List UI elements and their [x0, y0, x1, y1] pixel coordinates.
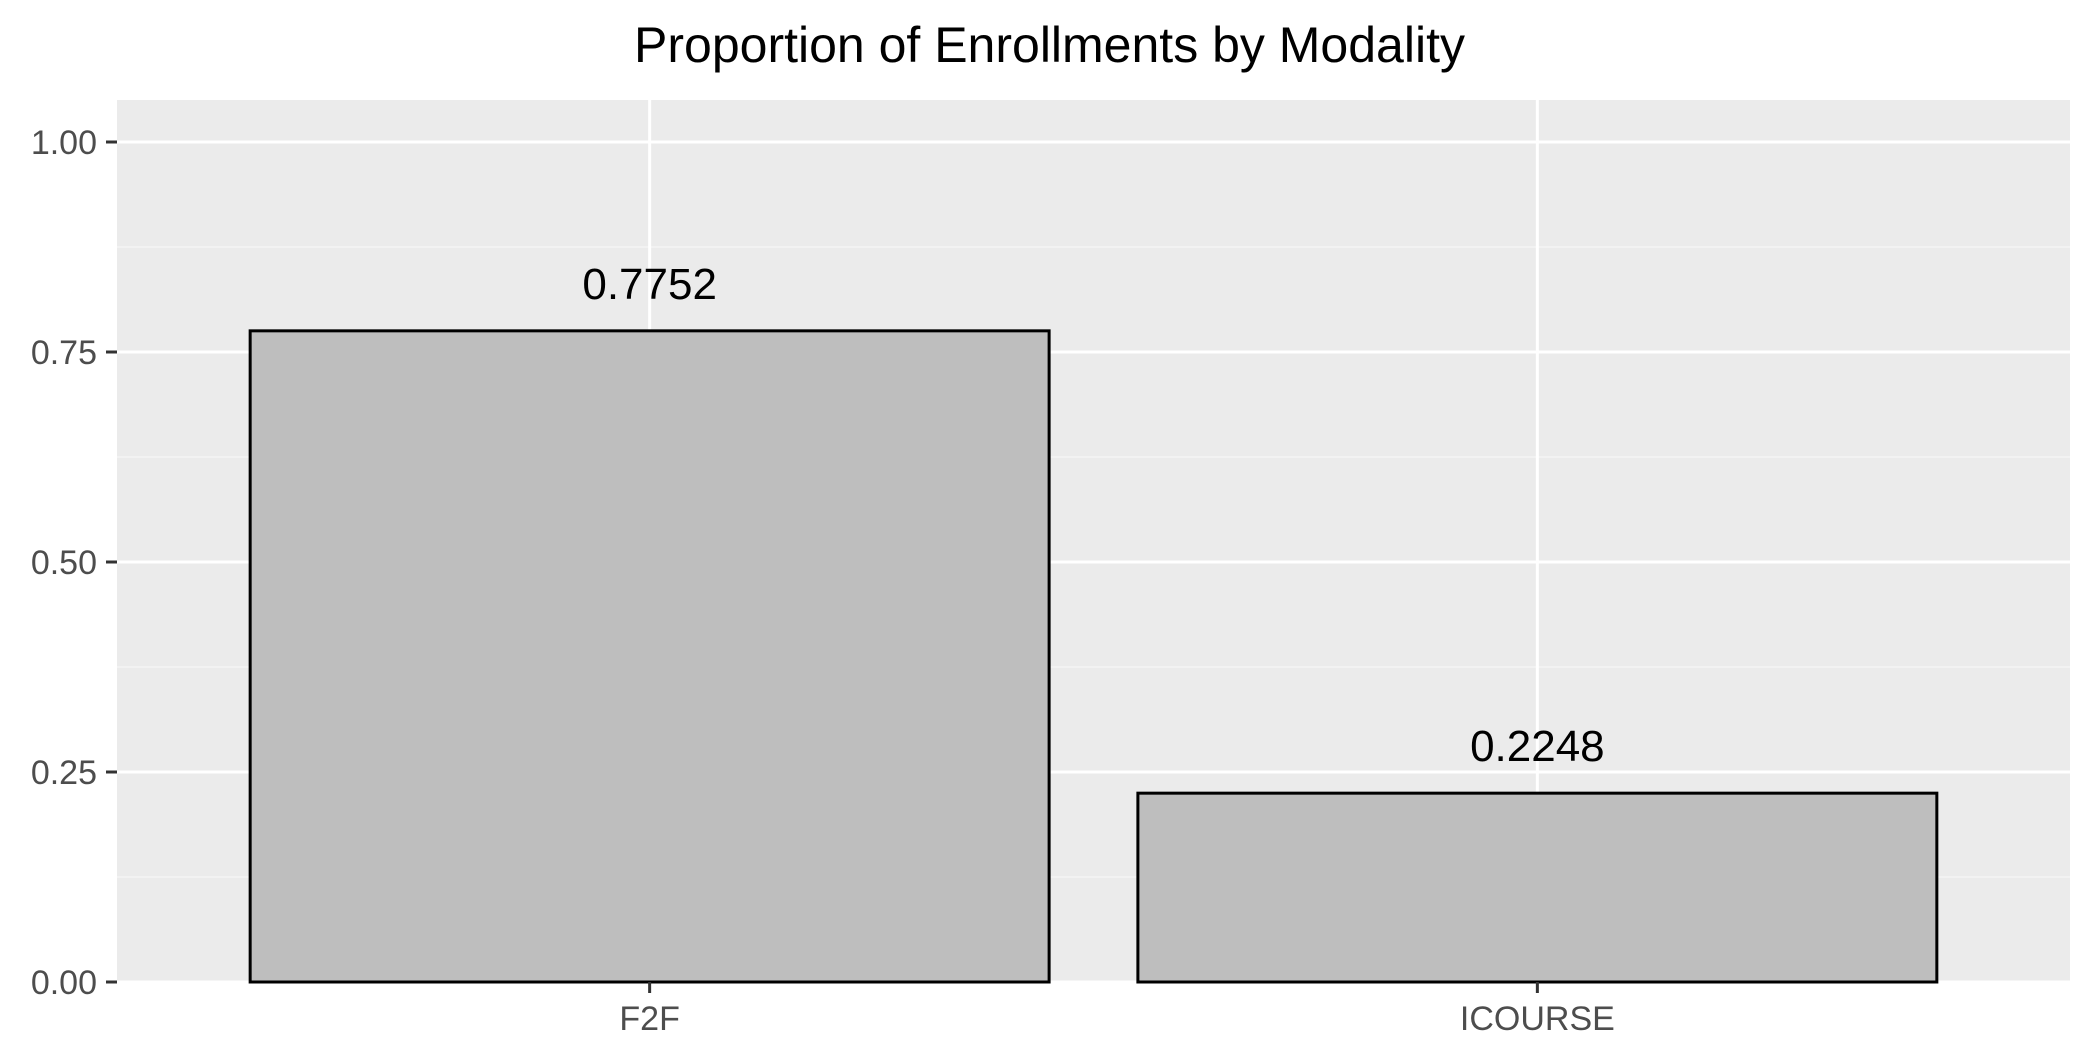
- y-tick-label: 0.50: [31, 544, 97, 582]
- x-tick-label: F2F: [619, 1000, 679, 1038]
- y-tick-label: 0.75: [31, 334, 97, 372]
- value-labels: 0.7752 0.2248: [582, 260, 1604, 771]
- bar-icourse: [1136, 791, 1939, 984]
- bars: [248, 329, 1939, 984]
- y-tick-label: 0.25: [31, 754, 97, 792]
- x-axis: F2F ICOURSE: [619, 982, 1615, 1038]
- bar-value-label: 0.7752: [582, 260, 717, 309]
- y-axis: 0.00 0.25 0.50 0.75 1.00: [31, 124, 117, 1002]
- bar-f2f: [248, 329, 1051, 984]
- x-tick-label: ICOURSE: [1460, 1000, 1615, 1038]
- y-tick-label: 0.00: [31, 964, 97, 1002]
- bar-value-label: 0.2248: [1470, 722, 1605, 771]
- chart-title: Proportion of Enrollments by Modality: [634, 17, 1465, 73]
- y-tick-label: 1.00: [31, 124, 97, 162]
